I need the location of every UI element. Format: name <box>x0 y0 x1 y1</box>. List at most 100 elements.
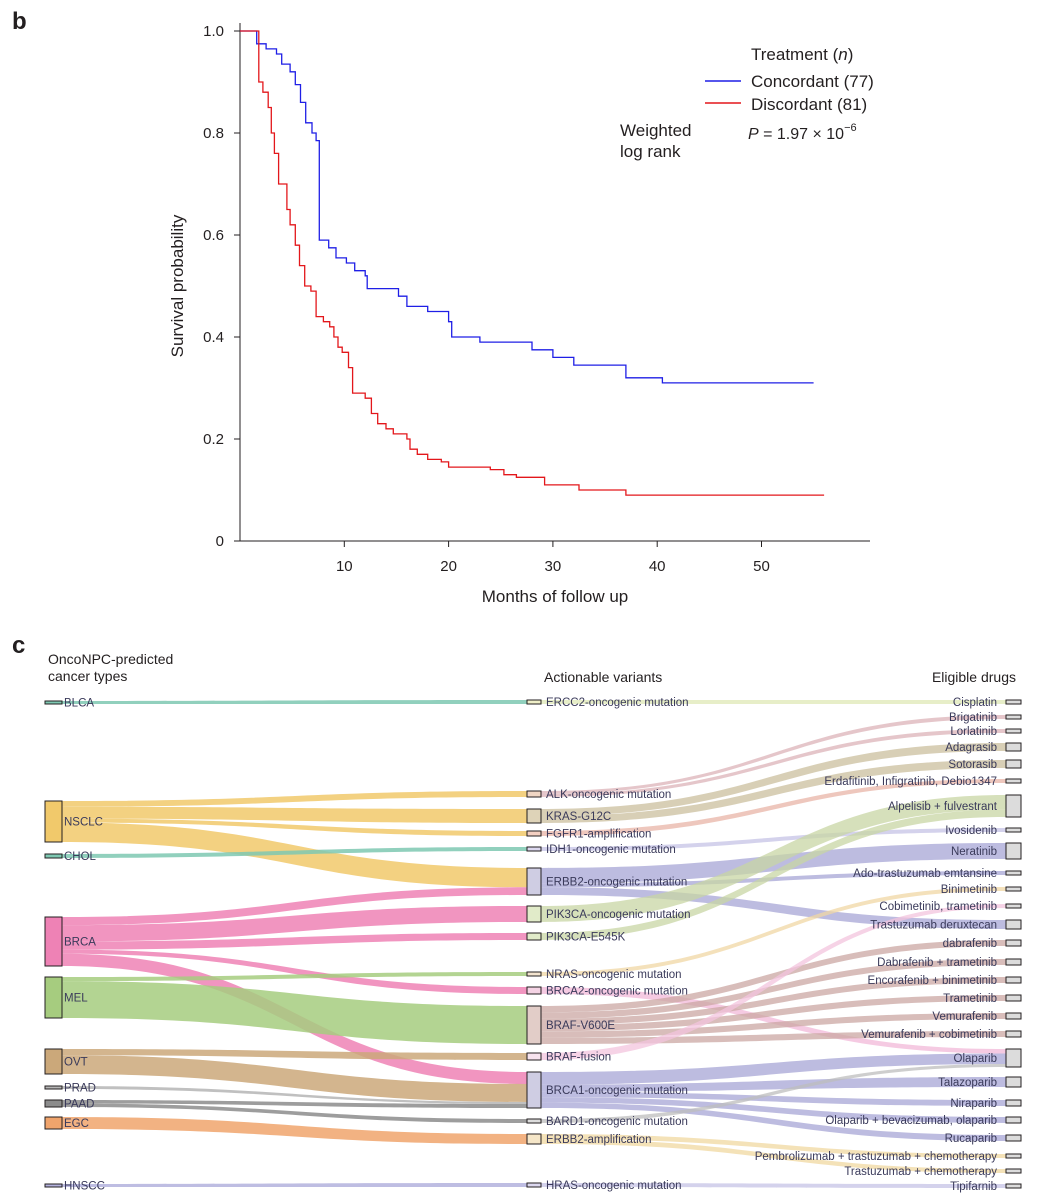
node-right-label-pembrolizumab-trastuzumab-chemotherapy: Pembrolizumab + trastuzumab + chemothera… <box>755 1151 998 1163</box>
link-nsclc-to-alk-oncogenic-mutation <box>62 791 527 807</box>
node-left-mel <box>44 976 63 1019</box>
legend-title: Treatment (n) <box>751 45 853 64</box>
link-brca1-oncogenic-mutation-to-talazoparib <box>541 1077 1006 1092</box>
node-left-label-paad: PAAD <box>64 1099 94 1111</box>
link-pik3ca-e545k-to-alpelisib-fulvestrant <box>541 809 1006 940</box>
node-mid-hras-oncogenic-mutation <box>526 1182 542 1188</box>
node-mid-label-brca2-oncogenic-mutation: BRCA2-oncogenic mutation <box>546 986 688 998</box>
link-nras-oncogenic-mutation-to-binimetinib <box>541 887 1006 976</box>
link-kras-g12c-to-adagrasib <box>541 743 1006 816</box>
node-mid-brca1-oncogenic-mutation <box>526 1071 542 1109</box>
node-mid-brca2-oncogenic-mutation <box>526 986 542 995</box>
link-alk-oncogenic-mutation-to-lorlatinib <box>541 729 1006 797</box>
link-erbb2-amplification-to-pembrolizumab-trastuzumab-chemotherapy <box>541 1134 1006 1158</box>
node-mid-label-erbb2-amplification: ERBB2-amplification <box>546 1134 651 1146</box>
x-tick-label: 40 <box>649 558 666 575</box>
col-title-left-line1: OncoNPC-predicted <box>48 651 173 667</box>
node-mid-label-ercc2-oncogenic-mutation: ERCC2-oncogenic mutation <box>546 697 689 709</box>
link-mel-to-braf-v600e <box>62 981 527 1044</box>
node-left-label-nsclc: NSCLC <box>64 817 103 829</box>
node-right-trastuzumab-deruxtecan <box>1005 919 1022 930</box>
link-brca-to-brca2-oncogenic-mutation <box>62 949 527 994</box>
y-tick-label: 0 <box>216 533 224 550</box>
node-mid-bard1-oncogenic-mutation <box>526 1118 542 1124</box>
y-tick-label: 0.4 <box>203 329 224 346</box>
link-mel-to-nras-oncogenic-mutation <box>62 972 527 982</box>
node-right-pembrolizumab-trastuzumab-chemotherapy <box>1005 1153 1022 1159</box>
node-right-label-vemurafenib-cobimetinib: Vemurafenib + cobimetinib <box>861 1029 997 1041</box>
node-mid-label-fgfr1-amplification: FGFR1-amplification <box>546 829 651 841</box>
node-left-blca <box>44 700 63 705</box>
km-curve-concordant-77 <box>240 30 814 384</box>
node-right-label-adagrasib: Adagrasib <box>945 742 997 754</box>
y-tick-label: 0.8 <box>203 125 224 142</box>
node-right-ado-trastuzumab-emtansine <box>1005 870 1022 876</box>
link-braf-v600e-to-encorafenib-binimetinib <box>541 977 1006 1025</box>
node-right-label-cobimetinib-trametinib: Cobimetinib, trametinib <box>879 901 997 913</box>
node-right-label-lorlatinib: Lorlatinib <box>950 726 997 738</box>
p-value-exp: −6 <box>844 122 857 134</box>
node-right-label-encorafenib-binimetinib: Encorafenib + binimetinib <box>868 975 997 987</box>
node-right-label-trametinib: Trametinib <box>943 993 997 1005</box>
node-left-label-brca: BRCA <box>64 937 96 949</box>
link-braf-fusion-to-cobimetinib-trametinib <box>541 904 1006 1060</box>
node-mid-braf-v600e <box>526 1005 542 1045</box>
link-brca1-oncogenic-mutation-to-rucaparib <box>541 1102 1006 1141</box>
node-right-label-dabrafenib-trametinib: Dabrafenib + trametinib <box>877 957 997 969</box>
y-tick-label: 0.2 <box>203 431 224 448</box>
km-legend: Treatment (n) Concordant (77) Discordant… <box>620 45 874 161</box>
node-right-dabrafenib <box>1005 939 1022 947</box>
node-right-cisplatin <box>1005 699 1022 705</box>
node-right-label-trastuzumab-chemotherapy: Trastuzumab + chemotherapy <box>844 1166 997 1178</box>
node-mid-pik3ca-oncogenic-mutation <box>526 905 542 923</box>
link-bard1-oncogenic-mutation-to-olaparib <box>541 1064 1006 1123</box>
node-left-nsclc <box>44 800 63 843</box>
link-ovt-to-braf-fusion <box>62 1049 527 1060</box>
x-tick-label: 30 <box>545 558 562 575</box>
node-right-trastuzumab-chemotherapy <box>1005 1168 1022 1174</box>
link-brca-to-pik3ca-oncogenic-mutation <box>62 906 527 942</box>
p-value-base: = 1.97 × 10 <box>759 126 845 143</box>
link-egc-to-erbb2-amplification <box>62 1117 527 1144</box>
node-right-label-olaparib: Olaparib <box>954 1053 997 1065</box>
km-axes: 0 0.2 0.4 0.6 0.8 1.0 10 20 30 40 50 Months of foll… <box>168 23 870 606</box>
link-paad-to-bard1-oncogenic-mutation <box>62 1103 527 1123</box>
km-curve-discordant-81 <box>240 30 825 496</box>
col-title-right: Eligible drugs <box>932 669 1016 685</box>
legend-title-n: n <box>838 45 847 64</box>
node-left-chol <box>44 853 63 859</box>
node-right-cobimetinib-trametinib <box>1005 903 1022 909</box>
node-right-tipifarnib <box>1005 1183 1022 1189</box>
p-value-label: P = 1.97 × 10−6 <box>748 122 857 143</box>
node-right-label-trastuzumab-deruxtecan: Trastuzumab deruxtecan <box>870 920 997 932</box>
node-right-brigatinib <box>1005 714 1022 720</box>
node-right-label-ado-trastuzumab-emtansine: Ado-trastuzumab emtansine <box>853 868 997 880</box>
link-nsclc-to-erbb2-oncogenic-mutation <box>62 822 527 888</box>
node-mid-erbb2-oncogenic-mutation <box>526 867 542 896</box>
node-right-label-binimetinib: Binimetinib <box>941 884 997 896</box>
node-right-sotorasib <box>1005 759 1022 769</box>
legend-label-discordant: Discordant (81) <box>751 95 867 114</box>
link-ercc2-oncogenic-mutation-to-cisplatin <box>541 700 1006 704</box>
p-value-p: P <box>748 126 759 143</box>
node-right-niraparib <box>1005 1099 1022 1107</box>
link-ovt-to-brca1-oncogenic-mutation <box>62 1055 527 1102</box>
node-left-label-prad: PRAD <box>64 1083 96 1095</box>
node-mid-idh1-oncogenic-mutation <box>526 846 542 852</box>
link-chol-to-idh1-oncogenic-mutation <box>62 847 527 858</box>
node-right-label-tipifarnib: Tipifarnib <box>950 1181 997 1193</box>
node-mid-label-nras-oncogenic-mutation: NRAS-oncogenic mutation <box>546 969 682 981</box>
node-left-label-blca: BLCA <box>64 698 94 710</box>
node-right-rucaparib <box>1005 1134 1022 1142</box>
node-left-paad <box>44 1099 63 1108</box>
link-brca1-oncogenic-mutation-to-olaparib-bevacizumab-olaparib <box>541 1097 1006 1123</box>
link-pik3ca-oncogenic-mutation-to-alpelisib-fulvestrant <box>541 795 1006 922</box>
node-right-olaparib-bevacizumab-olaparib <box>1005 1116 1022 1124</box>
node-right-label-erdafitinib-infigratinib-debio1347: Erdafitinib, Infigratinib, Debio1347 <box>824 776 997 788</box>
x-tick-label: 10 <box>336 558 353 575</box>
node-mid-kras-g12c <box>526 808 542 824</box>
node-mid-label-pik3ca-oncogenic-mutation: PIK3CA-oncogenic mutation <box>546 909 690 921</box>
panel-c-label: c <box>12 632 26 659</box>
link-brca1-oncogenic-mutation-to-niraparib <box>541 1091 1006 1106</box>
x-axis-label: Months of follow up <box>482 587 628 606</box>
